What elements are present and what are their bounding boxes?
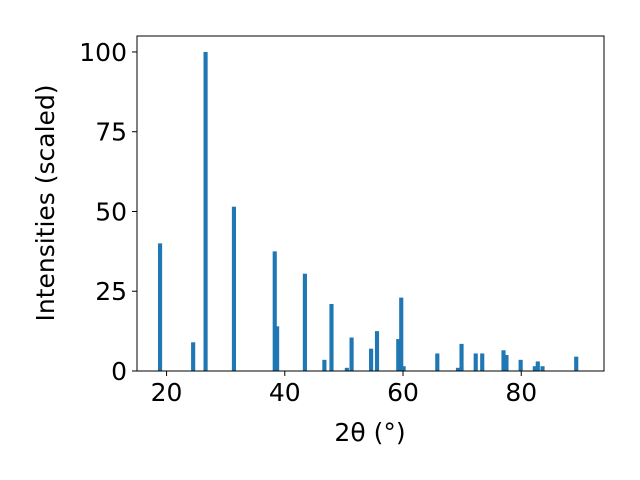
bar xyxy=(574,356,579,371)
y-tick-label: 100 xyxy=(79,38,127,67)
bar xyxy=(231,206,237,371)
y-tick-label: 25 xyxy=(95,277,127,306)
bar xyxy=(401,366,406,371)
bar xyxy=(480,353,485,371)
bar xyxy=(435,353,440,371)
bars xyxy=(157,51,579,371)
bar xyxy=(396,339,401,371)
x-axis-label: 2θ (°) xyxy=(334,418,405,447)
bar xyxy=(455,367,461,371)
bar xyxy=(272,251,277,371)
y-ticks: 0 25 50 75 100 xyxy=(79,38,137,386)
bar xyxy=(302,273,307,371)
bar xyxy=(329,304,334,371)
x-ticks: 20 40 60 80 xyxy=(151,371,537,407)
x-tick-label: 40 xyxy=(269,378,301,407)
x-tick-label: 80 xyxy=(505,378,537,407)
bar xyxy=(399,297,404,371)
y-axis-label: Intensities (scaled) xyxy=(31,84,60,321)
bar xyxy=(344,367,349,371)
bar xyxy=(473,353,478,371)
bar xyxy=(322,359,327,371)
x-tick-label: 60 xyxy=(387,378,419,407)
y-tick-label: 50 xyxy=(95,197,127,226)
bar xyxy=(374,331,380,371)
axes-frame xyxy=(136,35,605,372)
bar xyxy=(501,350,506,371)
y-tick-label: 0 xyxy=(111,357,127,386)
bar xyxy=(203,51,208,371)
bar xyxy=(540,366,545,371)
x-tick-label: 20 xyxy=(151,378,183,407)
bar xyxy=(504,355,509,371)
bar xyxy=(369,348,374,371)
bar xyxy=(459,343,464,371)
bar xyxy=(275,326,280,371)
bar xyxy=(157,243,163,371)
bar xyxy=(191,342,196,371)
bar xyxy=(532,366,537,371)
bar xyxy=(518,359,523,371)
y-tick-label: 75 xyxy=(95,118,127,147)
bar xyxy=(349,337,354,371)
bar xyxy=(535,361,540,371)
